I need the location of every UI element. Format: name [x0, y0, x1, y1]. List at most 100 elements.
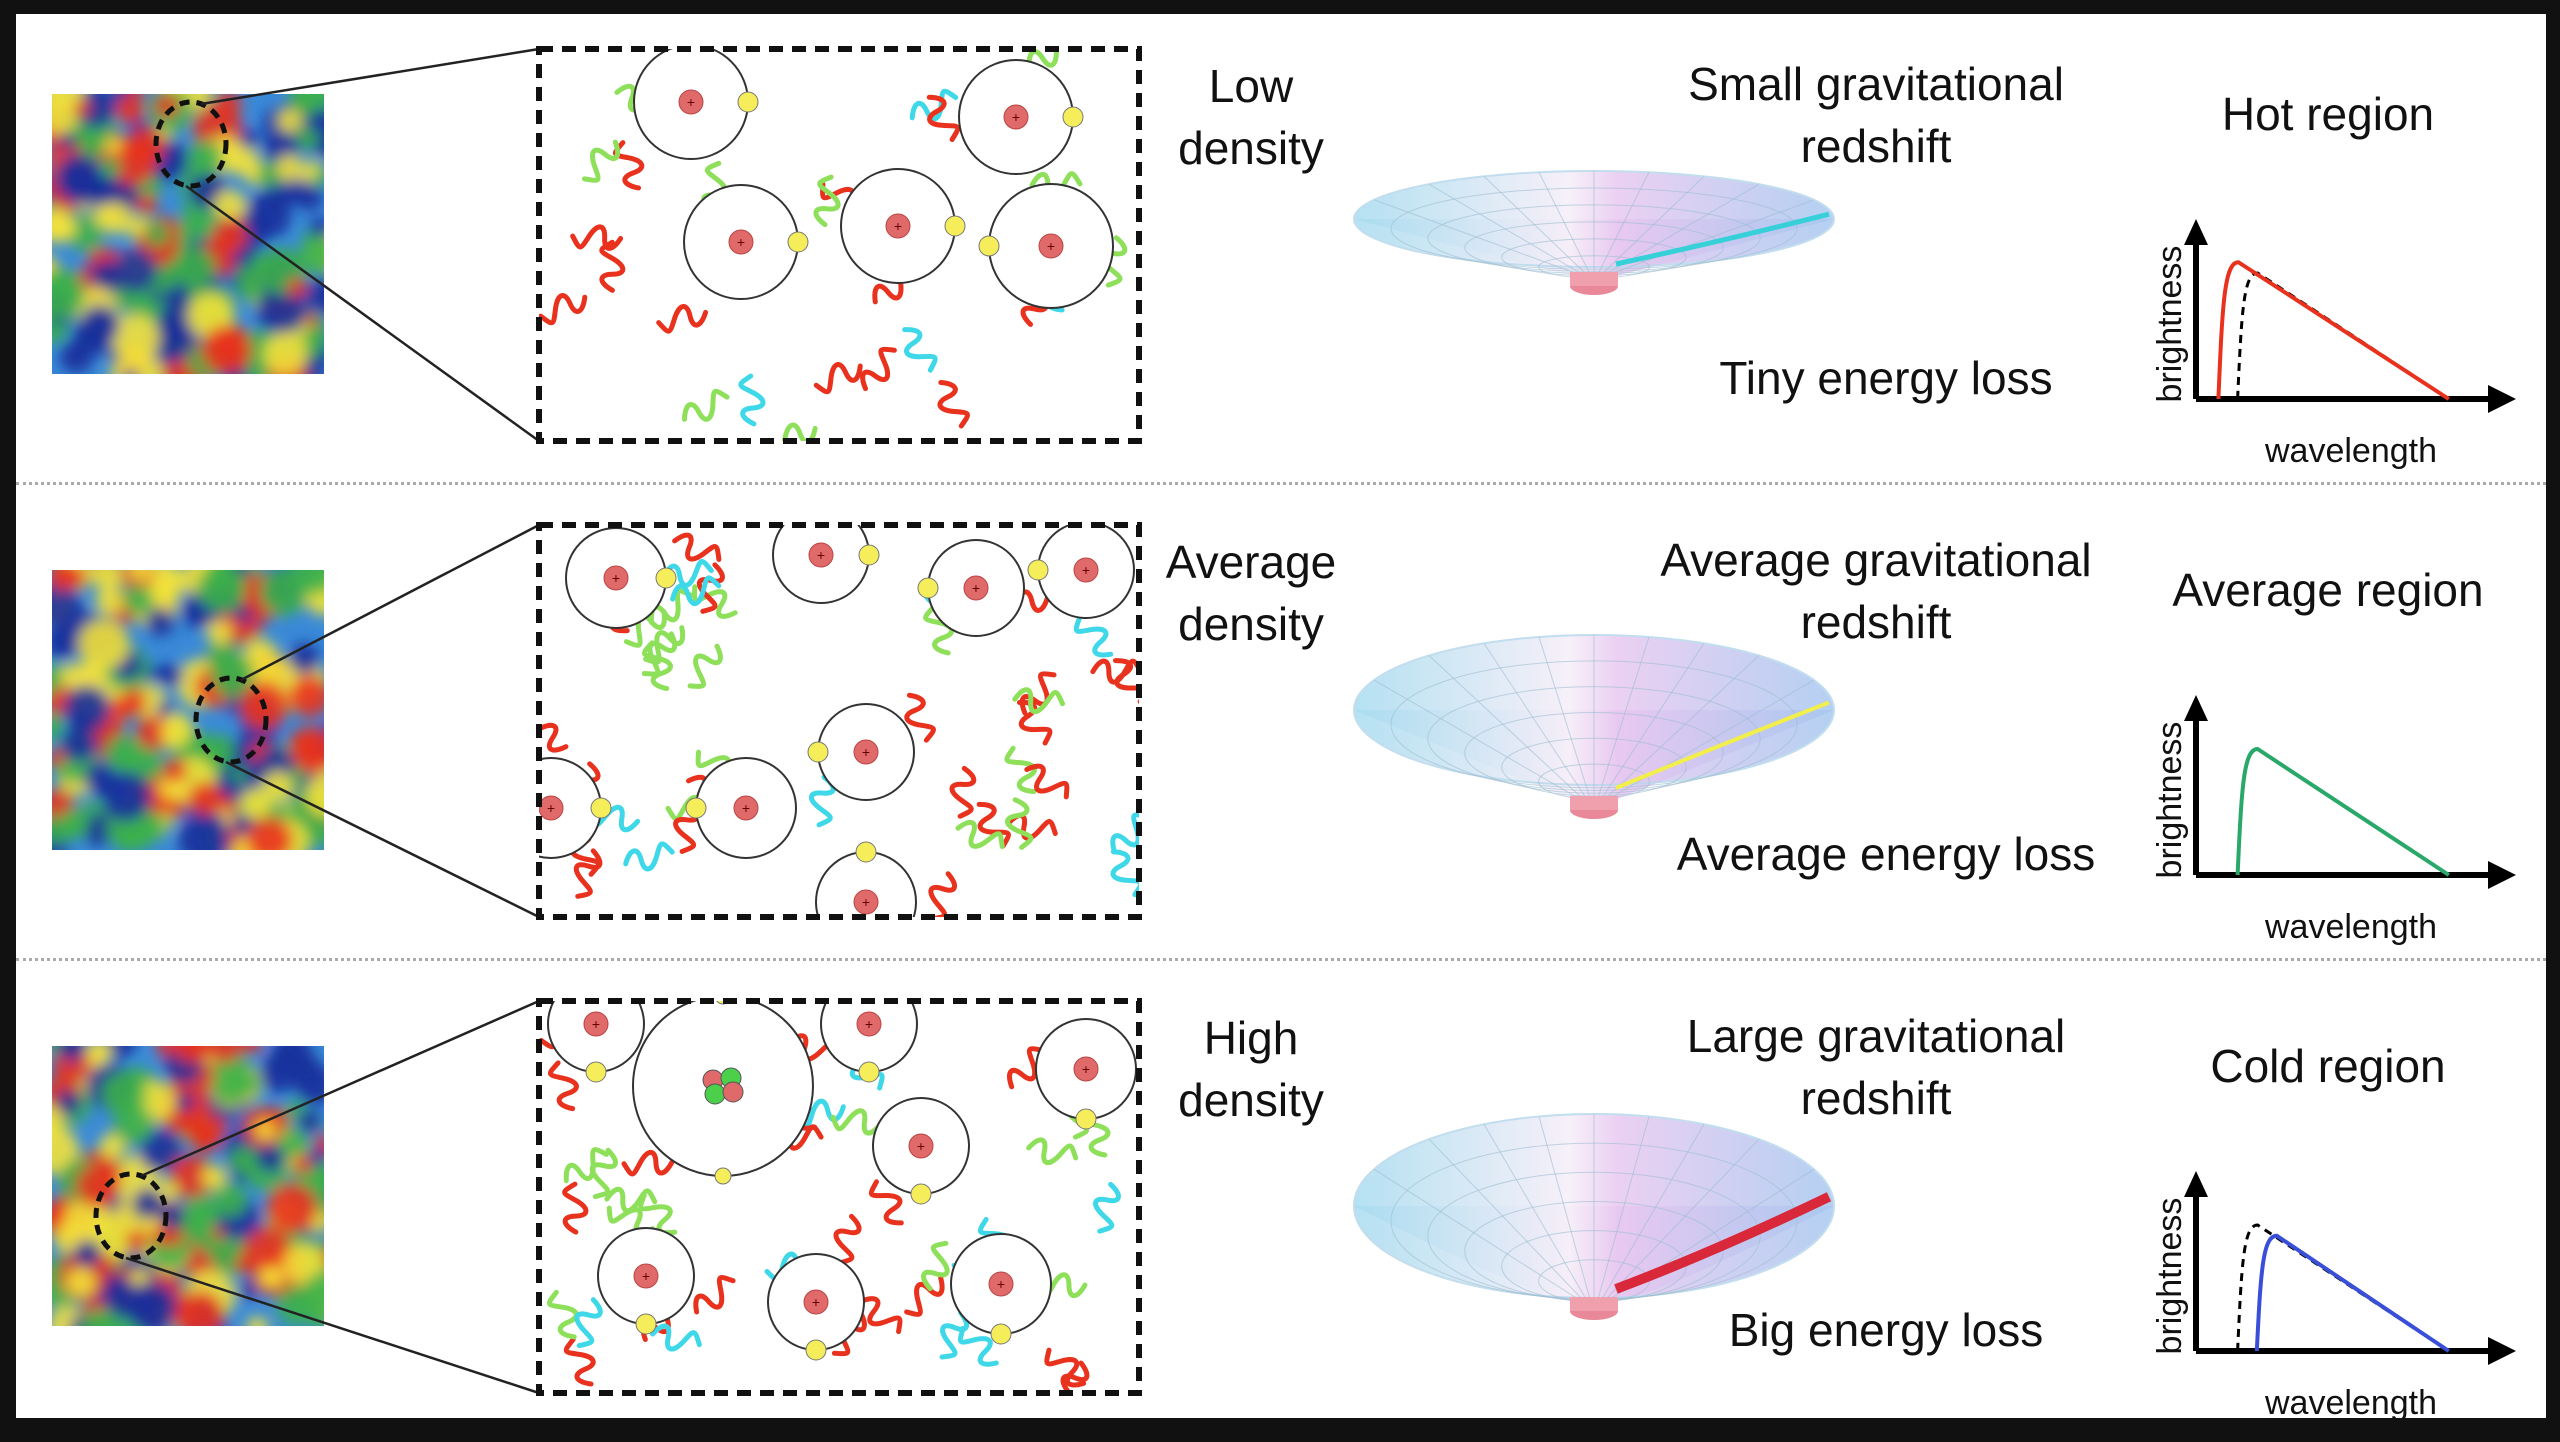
cmb-blob	[111, 313, 160, 363]
cmb-blob	[52, 212, 77, 242]
cmb-blob	[323, 1251, 324, 1261]
cmb-blob	[305, 775, 324, 817]
atom: +	[597, 1227, 695, 1335]
photon	[548, 1060, 579, 1112]
cmb-blob	[298, 235, 324, 274]
atom: +	[807, 703, 915, 801]
svg-text:+: +	[612, 570, 620, 586]
zoom-lines	[185, 47, 540, 443]
cmb-blob	[101, 771, 152, 822]
gravity-well-funnel	[1353, 634, 1835, 819]
photon	[539, 293, 588, 326]
brightness-axis-label: brightness	[2151, 1198, 2189, 1355]
photon	[904, 1275, 945, 1317]
cmb-blob	[213, 189, 247, 223]
cmb-blob	[123, 585, 154, 616]
cmb-blob	[306, 276, 324, 315]
cmb-blob	[266, 1182, 317, 1234]
photon	[599, 239, 626, 293]
photon	[957, 1325, 999, 1367]
cmb-blob	[125, 1281, 177, 1326]
cmb-blob	[228, 1146, 256, 1174]
atom: +	[1027, 525, 1135, 619]
gravity-well-funnel	[1353, 1113, 1835, 1320]
photon	[687, 643, 723, 689]
cmb-blob	[259, 570, 308, 616]
photon	[563, 1147, 609, 1184]
atom: +	[547, 1001, 645, 1083]
zoom-region-marker	[153, 99, 229, 189]
photon	[921, 1240, 950, 1292]
atom: +	[565, 527, 677, 629]
shifted-spectrum	[2254, 1233, 2450, 1353]
photon	[858, 1296, 903, 1335]
cmb-blob	[145, 664, 164, 682]
svg-text:+: +	[917, 1138, 925, 1154]
redshift-label-line1: Large gravitational	[1687, 1010, 2065, 1062]
cmb-blob	[288, 675, 324, 718]
cmb-blob	[174, 1046, 211, 1064]
redshift-label-line2: redshift	[1801, 1072, 1952, 1124]
photon	[1110, 812, 1139, 855]
photon	[860, 346, 897, 392]
photon	[692, 584, 738, 619]
cmb-blob	[296, 94, 317, 110]
cmb-blob	[52, 713, 64, 740]
atom: +	[872, 1097, 970, 1205]
cmb-blob	[60, 726, 97, 763]
density-label-line2: density	[1178, 598, 1324, 650]
cmb-blob	[135, 715, 170, 750]
cmb-blob	[262, 1266, 284, 1288]
photon	[1012, 687, 1066, 715]
cmb-blob	[213, 1183, 248, 1218]
svg-text:+: +	[865, 1016, 873, 1032]
cmb-blob	[271, 1046, 293, 1066]
photon	[539, 717, 569, 753]
atom: +	[950, 1233, 1052, 1345]
cmb-blob	[58, 132, 76, 150]
svg-text:+: +	[817, 547, 825, 563]
svg-text:+: +	[1047, 238, 1055, 254]
zoom-region-marker	[193, 675, 269, 765]
cmb-blob	[206, 619, 232, 645]
photon	[562, 1181, 589, 1235]
cmb-blob	[120, 688, 147, 716]
svg-text:+: +	[812, 1294, 820, 1310]
cmb-blob	[82, 138, 103, 160]
cmb-blob	[246, 1316, 269, 1326]
cmb-blob	[255, 1141, 286, 1172]
svg-text:+: +	[592, 1016, 600, 1032]
plasma-box: + + + + + + + +	[536, 522, 1142, 920]
photon	[1024, 763, 1070, 800]
cmb-blob	[197, 570, 247, 613]
cmb-blob	[56, 1046, 88, 1062]
cmb-blob	[113, 248, 157, 292]
photon-trajectory	[1615, 700, 1830, 790]
cmb-blob	[240, 788, 272, 820]
cmb-blob	[156, 699, 175, 718]
atom: +	[539, 757, 612, 859]
cmb-map	[52, 1046, 324, 1326]
photon	[656, 304, 709, 334]
cmb-blob	[89, 260, 122, 292]
cmb-blob	[169, 1155, 214, 1200]
photon	[833, 1213, 862, 1266]
photon	[909, 88, 959, 122]
plasma-box: + + + + + + +	[536, 998, 1142, 1396]
cmb-blob	[126, 1229, 148, 1252]
cmb-blob	[287, 277, 308, 299]
wavelength-axis-label: wavelength	[2264, 1384, 2437, 1422]
cmb-blob	[52, 1104, 65, 1138]
cmb-blob	[276, 1284, 318, 1326]
spectrum-plot	[2184, 219, 2516, 413]
cmb-blob	[297, 1109, 322, 1134]
photon	[670, 575, 722, 606]
energy-loss-label: Tiny energy loss	[1719, 352, 2052, 404]
density-label-line2: density	[1178, 1074, 1324, 1126]
cmb-blob	[75, 1164, 119, 1208]
photon	[868, 1179, 904, 1226]
cmb-blob	[62, 163, 105, 206]
cmb-blob	[105, 734, 144, 773]
svg-text:+: +	[547, 800, 555, 816]
photon	[1110, 849, 1139, 898]
